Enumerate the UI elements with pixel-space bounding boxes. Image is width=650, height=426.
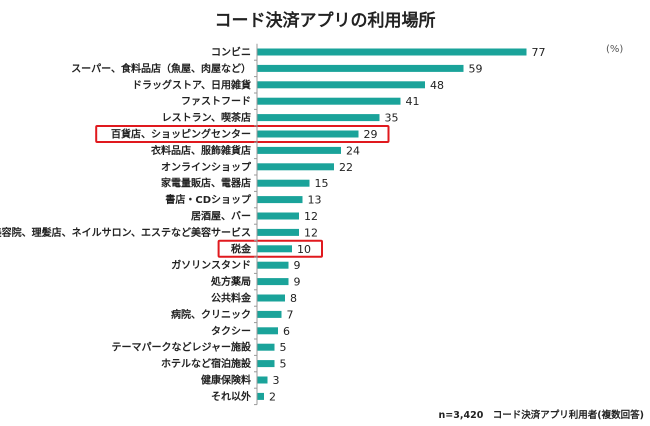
- value-label: 22: [339, 161, 353, 174]
- highlight-boxes: [95, 125, 390, 258]
- value-label: 5: [280, 358, 287, 371]
- category-label: 書店・CDショップ: [165, 193, 252, 206]
- value-label: 9: [294, 276, 301, 289]
- value-label: 3: [273, 374, 280, 387]
- bar-21: [257, 376, 268, 384]
- category-label: 美容院、理髪店、ネイルサロン、エステなど美容サービス: [0, 226, 251, 239]
- category-label: 家電量販店、電器店: [161, 177, 251, 190]
- category-label: 公共料金: [211, 292, 252, 305]
- value-label: 10: [297, 243, 311, 256]
- category-label: 税金: [231, 242, 252, 255]
- value-label: 5: [280, 341, 287, 354]
- bar-13: [257, 245, 292, 253]
- bar-16: [257, 294, 285, 302]
- bar-7: [257, 146, 341, 154]
- bar-2: [257, 64, 464, 72]
- category-label: オンラインショップ: [161, 160, 252, 173]
- value-label: 59: [469, 62, 483, 75]
- bar-17: [257, 310, 282, 318]
- value-label: 8: [290, 292, 297, 305]
- bar-11: [257, 212, 299, 220]
- category-label: コンビニ: [211, 46, 251, 59]
- unit-label: (%): [606, 44, 624, 55]
- bar-15: [257, 278, 289, 286]
- value-label: 7: [287, 308, 294, 321]
- category-label: タクシー: [211, 325, 251, 337]
- bar-18: [257, 327, 278, 335]
- bar-14: [257, 261, 289, 269]
- value-label: 12: [304, 226, 318, 239]
- bar-3: [257, 81, 425, 89]
- bar-9: [257, 179, 310, 187]
- category-label: 百貨店、ショッピングセンター: [111, 128, 251, 141]
- category-label: レストラン、喫茶店: [162, 111, 251, 124]
- category-label: 健康保険料: [201, 374, 251, 387]
- category-label: 処方薬局: [210, 275, 251, 288]
- category-label: ホテルなど宿泊施設: [161, 357, 252, 370]
- bar-4: [257, 97, 401, 105]
- bar-1: [257, 48, 527, 56]
- bar-22: [257, 392, 264, 400]
- bar-20: [257, 360, 275, 368]
- highlight-box: [217, 239, 324, 258]
- bar-6: [257, 130, 359, 138]
- category-label: 病院、クリニック: [171, 308, 251, 321]
- value-label: 12: [304, 210, 318, 223]
- value-label: 15: [315, 177, 329, 190]
- value-label: 6: [283, 325, 290, 338]
- category-label: ファストフード: [181, 96, 251, 108]
- value-label: 48: [430, 79, 444, 92]
- bars-group: [257, 48, 527, 400]
- category-label: スーパー、食料品店（魚屋、肉屋など）: [71, 62, 251, 75]
- category-label: ドラッグストア、日用雑貨: [132, 78, 251, 91]
- highlight-box: [95, 125, 390, 143]
- sample-note: n=3,420 コード決済アプリ利用者(複数回答): [438, 410, 644, 421]
- bar-5: [257, 114, 380, 122]
- value-label: 13: [308, 194, 322, 207]
- value-label: 41: [406, 95, 420, 108]
- category-label: それ以外: [211, 390, 251, 403]
- value-label: 77: [532, 46, 546, 59]
- value-label: 35: [385, 112, 399, 125]
- value-label: 2: [269, 390, 276, 403]
- category-label: ガソリンスタンド: [171, 259, 251, 272]
- value-label: 29: [364, 128, 378, 141]
- bar-8: [257, 163, 334, 171]
- bar-19: [257, 343, 275, 351]
- value-label: 9: [294, 259, 301, 272]
- category-label: テーマパークなどレジャー施設: [112, 341, 252, 354]
- bar-12: [257, 228, 299, 236]
- category-label: 居酒屋、バー: [191, 210, 251, 223]
- axis-ticks-group: [254, 59, 257, 406]
- category-label: 衣料品店、服飾雑貨店: [151, 144, 251, 157]
- value-label: 24: [346, 144, 360, 157]
- chart-title: コード決済アプリの利用場所: [214, 11, 436, 31]
- bar-10: [257, 196, 303, 204]
